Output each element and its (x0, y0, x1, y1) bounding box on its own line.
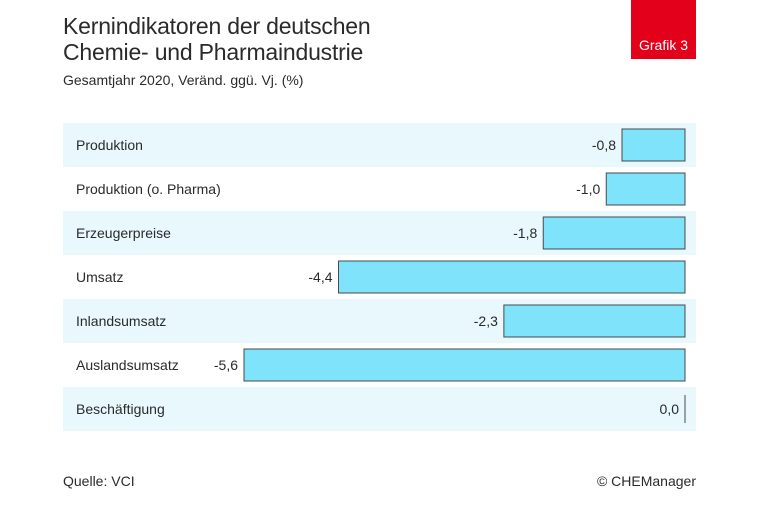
data-label: -0,8 (592, 137, 616, 153)
data-label: 0,0 (660, 401, 680, 417)
bar (503, 304, 686, 338)
category-label: Auslandsumsatz (76, 357, 179, 373)
category-label: Produktion (o. Pharma) (76, 181, 221, 197)
category-label: Beschäftigung (76, 401, 165, 417)
data-label: -1,8 (513, 225, 537, 241)
data-label: -1,0 (576, 181, 600, 197)
chart-subtitle: Gesamtjahr 2020, Veränd. ggü. Vj. (%) (63, 72, 304, 88)
source-note: Quelle: VCI (63, 473, 135, 489)
chart-title-line-1: Kernindikatoren der deutschen (63, 13, 371, 39)
bar (621, 128, 686, 162)
category-label: Inlandsumsatz (76, 313, 166, 329)
bar (542, 216, 686, 250)
row-stripe (63, 387, 696, 431)
data-label: -2,3 (474, 313, 498, 329)
row-stripe (63, 123, 696, 167)
data-label: -4,4 (308, 269, 332, 285)
data-label: -5,6 (214, 357, 238, 373)
bar (243, 348, 686, 382)
copyright-note: © CHEManager (596, 473, 696, 489)
chart-title: Kernindikatoren der deutschen Chemie- un… (63, 13, 371, 65)
chart-title-line-2: Chemie- und Pharmaindustrie (63, 39, 364, 65)
figure-badge-label: Grafik 3 (638, 37, 688, 53)
figure-badge: Grafik 3 (631, 0, 696, 59)
bar (338, 260, 686, 294)
category-label: Produktion (76, 137, 143, 153)
category-label: Erzeugerpreise (76, 225, 171, 241)
category-label: Umsatz (76, 269, 123, 285)
bar (605, 172, 686, 206)
